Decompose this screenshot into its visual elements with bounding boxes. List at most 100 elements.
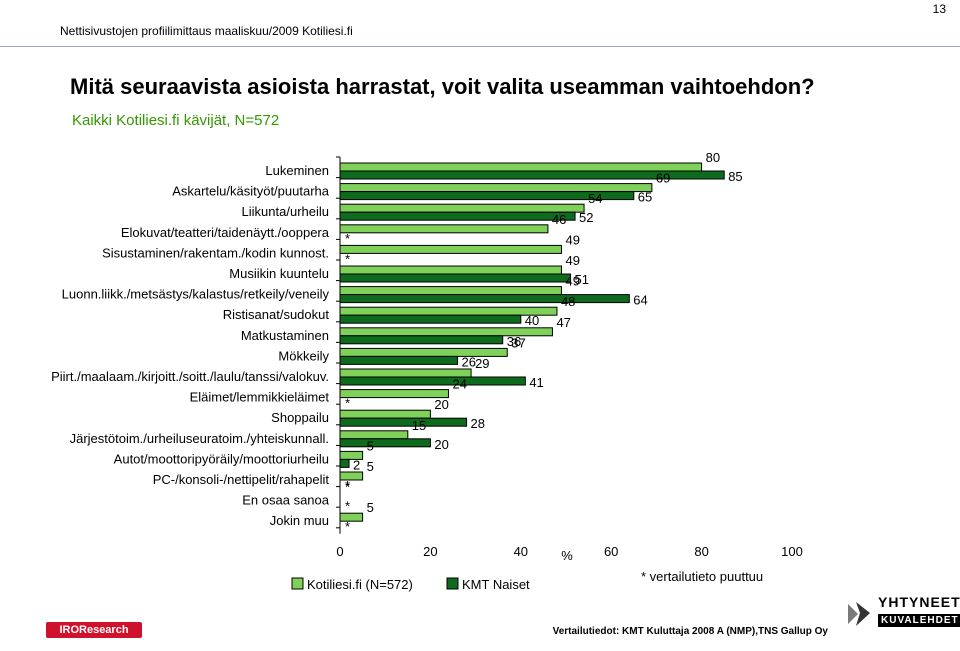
data-label: 41: [529, 375, 543, 390]
logo-mark-icon: [848, 602, 870, 626]
category-label: PC-/konsoli-/nettipelit/rahapelit: [153, 472, 330, 487]
data-label: 5: [367, 500, 374, 515]
bar-kotiliesi: [339, 368, 472, 378]
x-axis-label: %: [561, 548, 573, 563]
category-label: Luonn.liikk./metsästys/kalastus/retkeily…: [62, 287, 330, 302]
bar-kotiliesi: [339, 286, 562, 296]
category-label: Mökkeily: [278, 348, 329, 363]
category-label: Jokin muu: [270, 513, 329, 528]
category-label: Piirt./maalaam./kirjoitt./soitt./laulu/t…: [51, 369, 329, 384]
bar-chart: Lukeminen Askartelu/käsityöt/puutarha Liik…: [51, 150, 803, 592]
header-bar: Nettisivustojen profiilimittaus maalisku…: [0, 0, 960, 47]
data-label: 24: [452, 377, 466, 392]
data-label: 65: [638, 190, 652, 205]
legend-label-kotiliesi: Kotiliesi.fi (N=572): [307, 577, 413, 592]
legend-swatch-kmt-naiset: [446, 577, 459, 590]
category-label: Elokuvat/teatteri/taidenäytt./ooppera: [121, 225, 330, 240]
data-label: 54: [588, 191, 602, 206]
bar-kotiliesi: [339, 512, 364, 522]
bar-kotiliesi: [339, 183, 653, 193]
data-label: 64: [633, 293, 647, 308]
data-label: 69: [656, 171, 670, 186]
x-tick-label: 20: [423, 544, 437, 559]
x-tick-label: 60: [604, 544, 618, 559]
data-label: 49: [565, 253, 579, 268]
bar-kmt-naiset: [339, 438, 431, 448]
bar-kotiliesi: [339, 389, 449, 399]
bar-kmt-naiset: [339, 355, 459, 365]
data-label: 26: [462, 354, 476, 369]
x-tick-label: 80: [694, 544, 708, 559]
legend-label-kmt-naiset: KMT Naiset: [462, 577, 530, 592]
bars: [339, 162, 725, 522]
data-label: 46: [552, 212, 566, 227]
data-label: 20: [434, 437, 448, 452]
document-subheader: Nettisivustojen profiilimittaus maalisku…: [60, 24, 353, 38]
bar-kotiliesi: [339, 203, 585, 213]
category-label: Lukeminen: [265, 163, 329, 178]
category-label: En osaa sanoa: [242, 493, 330, 508]
bar-kmt-naiset: [339, 314, 522, 324]
x-axis: 0 20 40 60 80 100%: [336, 156, 803, 563]
chart-legend: Kotiliesi.fi (N=572) KMT Naiset * vertailu…: [291, 569, 763, 592]
page-title: Mitä seuraavista asioista harrastat, voi…: [70, 74, 815, 99]
data-label: *: [345, 499, 350, 514]
bar-kotiliesi: [339, 244, 562, 254]
data-label: 40: [525, 313, 539, 328]
data-label: *: [345, 480, 350, 495]
data-label: *: [345, 231, 350, 246]
category-label: Järjestötoim./urheiluseuratoim./yhteisku…: [70, 431, 329, 446]
yhtyneet-kuvalehdet-logo: YHTYNEET KUVALEHDET: [842, 590, 960, 638]
category-label: Askartelu/käsityöt/puutarha: [172, 184, 330, 199]
legend-swatch-kotiliesi: [291, 577, 304, 590]
data-label: 52: [579, 210, 593, 225]
category-label: Matkustaminen: [241, 328, 329, 343]
data-label: 37: [511, 335, 525, 350]
category-label: Eläimet/lemmikkieläimet: [190, 390, 330, 405]
data-label: 5: [367, 438, 374, 453]
bar-kmt-naiset: [339, 335, 504, 345]
category-labels: Lukeminen Askartelu/käsityöt/puutarha Liik…: [51, 163, 330, 528]
data-label: *: [345, 396, 350, 411]
x-tick-label: 0: [336, 544, 343, 559]
data-label: 48: [561, 294, 575, 309]
data-label: 20: [434, 397, 448, 412]
data-label: 36: [507, 334, 521, 349]
data-label: 28: [471, 416, 485, 431]
data-label: 51: [575, 272, 589, 287]
category-label: Musiikin kuuntelu: [229, 266, 329, 281]
category-label: Sisustaminen/rakentam./kodin kunnost.: [102, 245, 329, 260]
data-label: 47: [556, 315, 570, 330]
data-label: 49: [565, 274, 579, 289]
bar-kotiliesi: [339, 224, 549, 234]
category-label: Shoppailu: [271, 410, 329, 425]
data-label: 49: [565, 232, 579, 247]
x-tick-label: 40: [514, 544, 528, 559]
bar-kmt-naiset: [339, 458, 350, 468]
data-label: *: [345, 478, 350, 493]
bar-kmt-naiset: [339, 417, 468, 427]
data-label: *: [345, 251, 350, 266]
bar-kotiliesi: [339, 430, 409, 440]
data-label: *: [345, 519, 350, 534]
page-subtitle: Kaikki Kotiliesi.fi kävijät, N=572: [72, 112, 280, 129]
data-label: 5: [367, 459, 374, 474]
bar-kotiliesi: [339, 265, 562, 275]
iroresearch-logo: IROResearch: [46, 622, 142, 638]
category-label: Autot/moottoripyöräily/moottoriurheilu: [114, 451, 329, 466]
category-label: Ristisanat/sudokut: [223, 307, 330, 322]
category-label: Liikunta/urheilu: [242, 204, 329, 219]
bar-kotiliesi: [339, 471, 364, 481]
data-label: 15: [412, 418, 426, 433]
bar-kmt-naiset: [339, 376, 526, 386]
data-label: 2: [353, 457, 360, 472]
bar-kmt-naiset: [339, 273, 572, 283]
data-label: 29: [475, 356, 489, 371]
bar-kmt-naiset: [339, 294, 630, 304]
bar-kmt-naiset: [339, 211, 576, 221]
data-label: 85: [728, 169, 742, 184]
bar-kotiliesi: [339, 162, 703, 172]
source-note: Vertailutiedot: KMT Kuluttaja 2008 A (NM…: [552, 626, 828, 637]
x-tick-label: 100: [781, 544, 803, 559]
